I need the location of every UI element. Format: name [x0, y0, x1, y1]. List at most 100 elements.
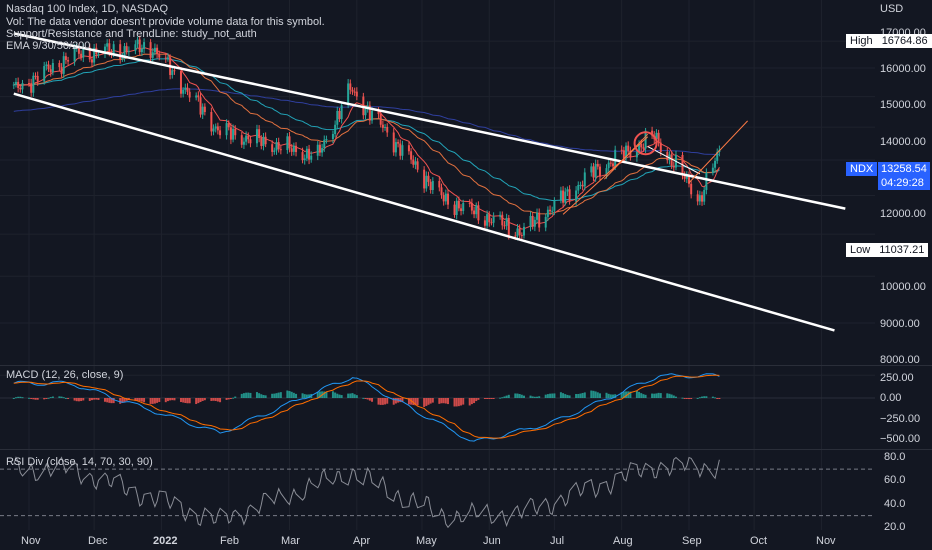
macd-histogram-bar: [609, 394, 612, 398]
pane-divider-rsi[interactable]: [0, 449, 932, 450]
macd-histogram-bar: [242, 393, 245, 398]
candle-body: [234, 128, 237, 136]
macd-histogram-bar: [140, 398, 143, 402]
macd-histogram-bar: [245, 392, 248, 398]
macd-histogram-bar: [516, 393, 519, 398]
candle-body: [32, 75, 35, 93]
macd-histogram-bar: [21, 397, 24, 399]
pane-divider-macd[interactable]: [0, 365, 932, 366]
macd-histogram-bar: [112, 398, 115, 404]
macd-tick-250: 250.00: [880, 372, 914, 384]
high-label: High: [850, 35, 873, 47]
candle-body: [622, 150, 625, 159]
candle-body: [240, 135, 243, 145]
macd-histogram-bar: [644, 394, 647, 398]
symbol-title[interactable]: Nasdaq 100 Index, 1D, NASDAQ: [6, 3, 169, 15]
candle-body: [386, 126, 389, 133]
macd-histogram-bar: [295, 393, 298, 398]
candle-body: [590, 166, 593, 173]
candle-body: [397, 142, 400, 144]
candle-body: [28, 83, 30, 85]
macd-histogram-bar: [440, 398, 443, 404]
macd-histogram-bar: [275, 393, 278, 398]
candle-body: [507, 217, 510, 236]
macd-histogram-bar: [195, 398, 198, 405]
macd-histogram-bar: [153, 398, 156, 404]
macd-histogram-bar: [674, 396, 677, 398]
candle-body: [112, 44, 115, 54]
macd-histogram-bar: [119, 398, 122, 404]
candle-body: [12, 84, 15, 86]
macd-histogram-bar: [629, 391, 632, 398]
candle-body: [442, 195, 445, 202]
macd-histogram-bar: [672, 395, 675, 398]
time-tick-mar: Mar: [281, 535, 300, 547]
time-tick-2022: 2022: [153, 535, 178, 547]
low-value: 11037.21: [879, 244, 925, 256]
sr-indicator-label[interactable]: Support/Resistance and TrendLine: study_…: [6, 28, 257, 40]
macd-histogram-bar: [514, 393, 517, 398]
macd-histogram-bar: [355, 395, 358, 398]
candle-body: [440, 187, 443, 196]
macd-histogram-bar: [685, 398, 688, 399]
macd-histogram-bar: [503, 396, 506, 398]
macd-title[interactable]: MACD (12, 26, close, 9): [6, 369, 124, 381]
macd-histogram-bar: [701, 396, 704, 398]
candle-body: [444, 193, 447, 202]
macd-histogram-bar: [681, 397, 684, 399]
candle-body: [410, 151, 413, 160]
price-tick-14000: 14000.00: [880, 136, 926, 148]
macd-histogram-bar: [45, 398, 48, 399]
macd-histogram-bar: [58, 396, 61, 398]
ema-indicator-label[interactable]: EMA 9/30/50/200: [6, 40, 91, 52]
candle-body: [368, 105, 371, 121]
ema-50-layer: [13, 58, 720, 201]
candle-body: [134, 44, 137, 51]
candle-body: [711, 167, 714, 173]
candle-body: [156, 47, 159, 54]
macd-histogram-bar: [77, 398, 80, 402]
macd-histogram-bar: [351, 393, 354, 398]
ema-9-line: [13, 46, 720, 230]
rsi-line: [13, 456, 720, 529]
macd-histogram-bar: [64, 397, 67, 399]
pullback-line: [647, 146, 701, 175]
candle-body: [184, 87, 187, 90]
price-tick-10000: 10000.00: [880, 281, 926, 293]
candle-body: [351, 89, 354, 92]
volume-note: Vol: The data vendor doesn't provide vol…: [6, 16, 325, 28]
macd-histogram-bar: [108, 398, 111, 403]
macd-histogram-bar: [470, 398, 473, 405]
candle-body: [90, 59, 93, 63]
macd-histogram-bar: [301, 393, 304, 398]
drawings-layer: [13, 32, 846, 332]
candle-body: [136, 39, 139, 45]
ndx-symbol-tag[interactable]: NDX: [846, 162, 878, 176]
candle-body: [627, 145, 630, 151]
candle-body: [638, 143, 641, 152]
candle-body: [321, 148, 324, 153]
macd-histogram-bar: [492, 398, 495, 399]
macd-histogram-bar: [666, 393, 669, 398]
time-tick-jul: Jul: [550, 535, 565, 547]
candle-body: [703, 189, 706, 202]
macd-histogram-bar: [288, 391, 291, 398]
candle-body: [416, 161, 419, 170]
macd-histogram-bar: [564, 394, 567, 398]
candle-body: [301, 152, 304, 161]
candle-body: [355, 91, 358, 97]
rsi-title[interactable]: RSI Div (close, 14, 70, 30, 90): [6, 456, 153, 468]
candle-body: [568, 189, 571, 202]
macd-histogram-bar: [690, 398, 693, 399]
time-tick-apr: Apr: [353, 535, 371, 547]
price-tick-9000: 9000.00: [880, 318, 920, 330]
macd-histogram-bar: [505, 395, 508, 398]
candle-body: [334, 124, 337, 135]
candle-body: [659, 142, 662, 153]
candle-body: [620, 149, 623, 151]
macd-histogram-bar: [338, 394, 341, 398]
macd-histogram-bar: [642, 394, 645, 398]
candle-body: [598, 166, 601, 177]
currency-label: USD: [880, 3, 904, 15]
